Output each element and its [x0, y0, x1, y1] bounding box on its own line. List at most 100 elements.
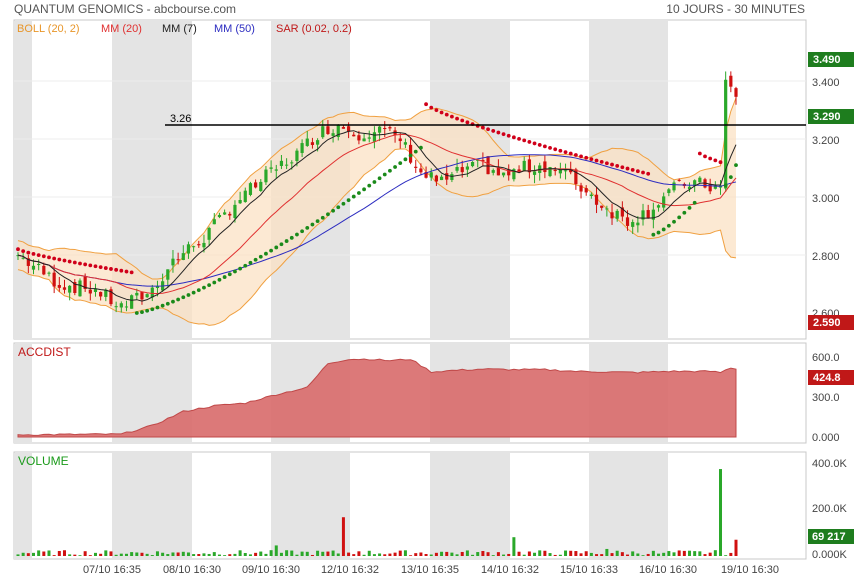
candle-body: [109, 289, 113, 305]
volume-y-axis: 400.0K 200.0K 0.000K 69 217: [808, 458, 854, 561]
volume-bar: [326, 551, 330, 556]
sar-dot: [238, 266, 243, 271]
volume-bar: [522, 554, 526, 556]
sar-dot: [486, 127, 490, 132]
volume-bar: [486, 552, 490, 556]
candle-body: [367, 137, 371, 139]
candle-body: [130, 295, 134, 309]
sar-dot: [408, 153, 413, 158]
candle-body: [145, 294, 149, 298]
volume-bar: [445, 551, 449, 556]
volume-bar: [672, 552, 676, 556]
volume-bar: [610, 553, 614, 556]
volume-bar: [155, 551, 159, 556]
candle-body: [52, 272, 56, 287]
candle-body: [155, 286, 160, 289]
sar-dot: [274, 245, 279, 250]
candle-body: [93, 289, 98, 292]
volume-bar: [600, 554, 604, 556]
candle-body: [600, 205, 604, 208]
day-band: [14, 21, 32, 339]
candle-body: [584, 188, 588, 193]
candle-body: [383, 127, 387, 130]
sar-dot: [511, 135, 516, 140]
volume-bar: [429, 554, 433, 556]
sar-dot: [83, 262, 88, 267]
candle-body: [243, 190, 247, 203]
candle-body: [47, 272, 51, 274]
candle-body: [37, 264, 41, 266]
sar-dot: [150, 307, 155, 312]
sar-dot: [506, 133, 511, 138]
candle-body: [450, 174, 454, 180]
sar-dot: [480, 125, 485, 130]
candle-body: [429, 172, 433, 178]
volume-bar: [109, 551, 113, 556]
sar-dot: [439, 110, 444, 115]
volume-bar: [605, 548, 609, 556]
volume-bar: [688, 550, 692, 556]
sar-dot: [341, 201, 346, 206]
sar-dot: [672, 219, 676, 224]
candle-body: [135, 292, 139, 296]
sar-dot: [501, 132, 506, 137]
candle-body: [677, 179, 681, 181]
y-tick-label: 0.000K: [812, 549, 848, 561]
sar-dot: [460, 118, 465, 123]
candle-body: [620, 207, 624, 217]
legend-sar: SAR (0.02, 0.2): [276, 23, 352, 35]
candle-body: [166, 269, 170, 280]
sar-dot: [300, 229, 305, 234]
sar-dot: [196, 288, 201, 293]
volume-bar: [78, 555, 82, 556]
candle-body: [610, 212, 614, 219]
candle-body: [140, 292, 144, 300]
volume-bar: [517, 551, 521, 556]
sar-dot: [351, 194, 356, 199]
volume-bar: [331, 550, 335, 556]
volume-bar: [300, 551, 304, 556]
x-tick-label: 07/10 16:35: [83, 564, 141, 576]
candle-body: [734, 88, 738, 97]
candle-body: [217, 214, 222, 218]
candle-body: [259, 181, 263, 192]
candle-body: [228, 213, 232, 216]
volume-bar: [388, 553, 392, 556]
volume-bar: [114, 554, 118, 556]
volume-bar: [228, 554, 232, 556]
sar-dot: [517, 136, 521, 141]
candle-body: [290, 162, 294, 164]
volume-bar: [367, 550, 371, 556]
volume-bar: [657, 553, 661, 556]
candle-body: [238, 199, 242, 204]
day-band: [589, 453, 668, 559]
candle-body: [310, 142, 315, 145]
volume-bar: [93, 552, 97, 556]
sar-dot: [26, 250, 31, 255]
sar-dot: [264, 251, 268, 256]
sar-dot: [72, 260, 77, 265]
candle-body: [625, 217, 630, 226]
volume-bar: [455, 554, 459, 556]
volume-bar: [295, 554, 299, 556]
candle-body: [507, 169, 511, 176]
volume-bar: [465, 550, 469, 556]
sar-dot: [31, 252, 36, 256]
volume-bar: [279, 552, 283, 556]
sar-dot: [697, 151, 702, 156]
candle-body: [114, 306, 118, 308]
last-price-value: 3.290: [813, 111, 841, 123]
sar-dot: [145, 308, 150, 313]
candle-body: [419, 168, 423, 173]
candle-body: [233, 204, 237, 218]
volume-bar: [42, 551, 46, 556]
sar-dot: [248, 260, 253, 265]
sar-dot: [491, 129, 496, 133]
volume-bar: [440, 551, 444, 556]
sar-dot: [186, 293, 191, 297]
candle-body: [264, 169, 268, 183]
volume-bar: [626, 554, 630, 556]
candle-body: [62, 287, 67, 290]
sar-dot: [171, 299, 175, 304]
y-tick-label: 200.0K: [812, 503, 848, 515]
